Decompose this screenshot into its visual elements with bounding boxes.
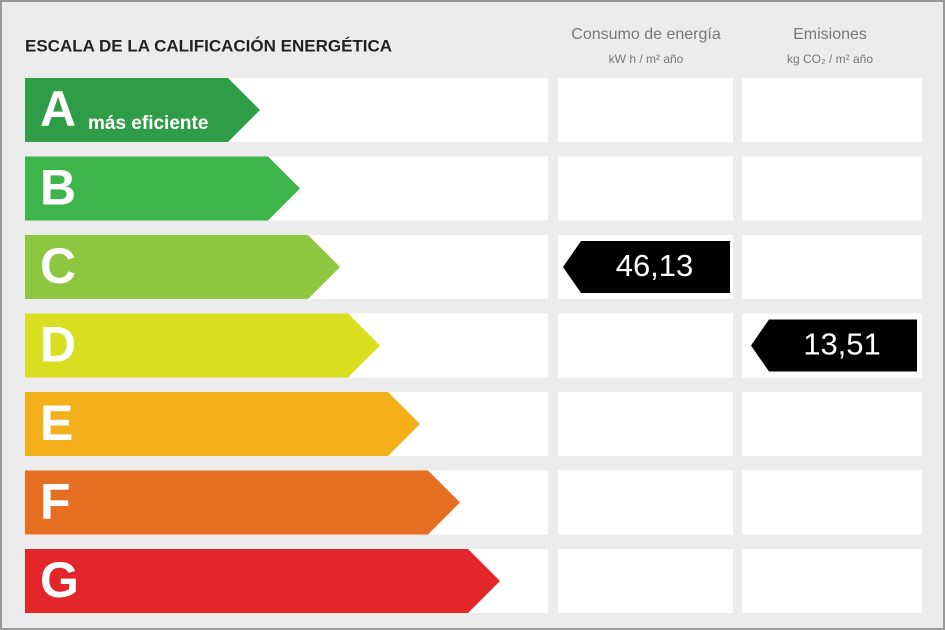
rating-letter: D: [40, 317, 76, 373]
cell: [742, 470, 922, 535]
cell: [742, 156, 922, 221]
cell: [558, 470, 733, 535]
column-title: Emisiones: [793, 26, 867, 43]
cell: [742, 392, 922, 456]
rating-arrow: [25, 313, 380, 378]
title: ESCALA DE LA CALIFICACIÓN ENERGÉTICA: [25, 36, 392, 55]
cell: [742, 549, 922, 613]
value-label: 46,13: [616, 248, 694, 283]
rating-note: más eficiente: [88, 113, 208, 134]
rating-letter: F: [40, 474, 71, 530]
cell: [742, 235, 922, 299]
cell: [558, 549, 733, 613]
rating-letter: B: [40, 160, 76, 216]
value-tag: [751, 319, 917, 372]
rating-arrow: [25, 392, 420, 456]
value-tag: [563, 241, 730, 293]
cell: [558, 313, 733, 378]
rating-arrow: [25, 235, 340, 299]
rating-letter: G: [40, 552, 79, 608]
value-label: 13,51: [803, 327, 881, 362]
cell: [558, 156, 733, 221]
rating-arrow: [25, 78, 260, 142]
cell: [558, 78, 733, 142]
column-unit: kg CO₂ / m² año: [787, 52, 873, 66]
rating-arrow: [25, 470, 460, 535]
rating-letter: A: [40, 81, 76, 137]
rating-letter: E: [40, 395, 73, 451]
rating-arrow: [25, 156, 300, 221]
cell: [742, 78, 922, 142]
column-unit: kW h / m² año: [609, 52, 684, 66]
rating-arrow: [25, 549, 500, 613]
column-title: Consumo de energía: [571, 26, 721, 43]
rating-letter: C: [40, 238, 76, 294]
cell: [558, 392, 733, 456]
